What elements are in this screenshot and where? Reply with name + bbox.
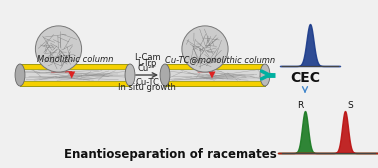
- Text: S: S: [347, 101, 353, 110]
- Polygon shape: [165, 81, 265, 86]
- Ellipse shape: [260, 64, 270, 86]
- Text: Enantioseparation of racemates: Enantioseparation of racemates: [64, 148, 276, 161]
- Text: L-Cam: L-Cam: [134, 53, 160, 62]
- Ellipse shape: [160, 64, 170, 86]
- Text: Monolithic column: Monolithic column: [37, 55, 113, 64]
- Polygon shape: [165, 69, 265, 81]
- Polygon shape: [20, 81, 130, 86]
- Text: In situ growth: In situ growth: [118, 83, 176, 92]
- Text: Cu-TC: Cu-TC: [135, 78, 159, 87]
- Polygon shape: [20, 64, 130, 86]
- Polygon shape: [165, 64, 265, 69]
- Polygon shape: [165, 64, 265, 86]
- Circle shape: [36, 26, 82, 72]
- Polygon shape: [20, 69, 130, 81]
- Text: L-Trp: L-Trp: [137, 59, 157, 68]
- Text: CEC: CEC: [290, 71, 320, 85]
- Ellipse shape: [125, 64, 135, 86]
- Text: Cu-TC@monolithic column: Cu-TC@monolithic column: [165, 55, 275, 64]
- Polygon shape: [20, 64, 130, 69]
- Polygon shape: [68, 72, 75, 78]
- Text: Cu²⁺: Cu²⁺: [138, 64, 156, 73]
- Ellipse shape: [15, 64, 25, 86]
- Polygon shape: [209, 72, 215, 78]
- Circle shape: [182, 26, 228, 72]
- Text: R: R: [297, 101, 303, 110]
